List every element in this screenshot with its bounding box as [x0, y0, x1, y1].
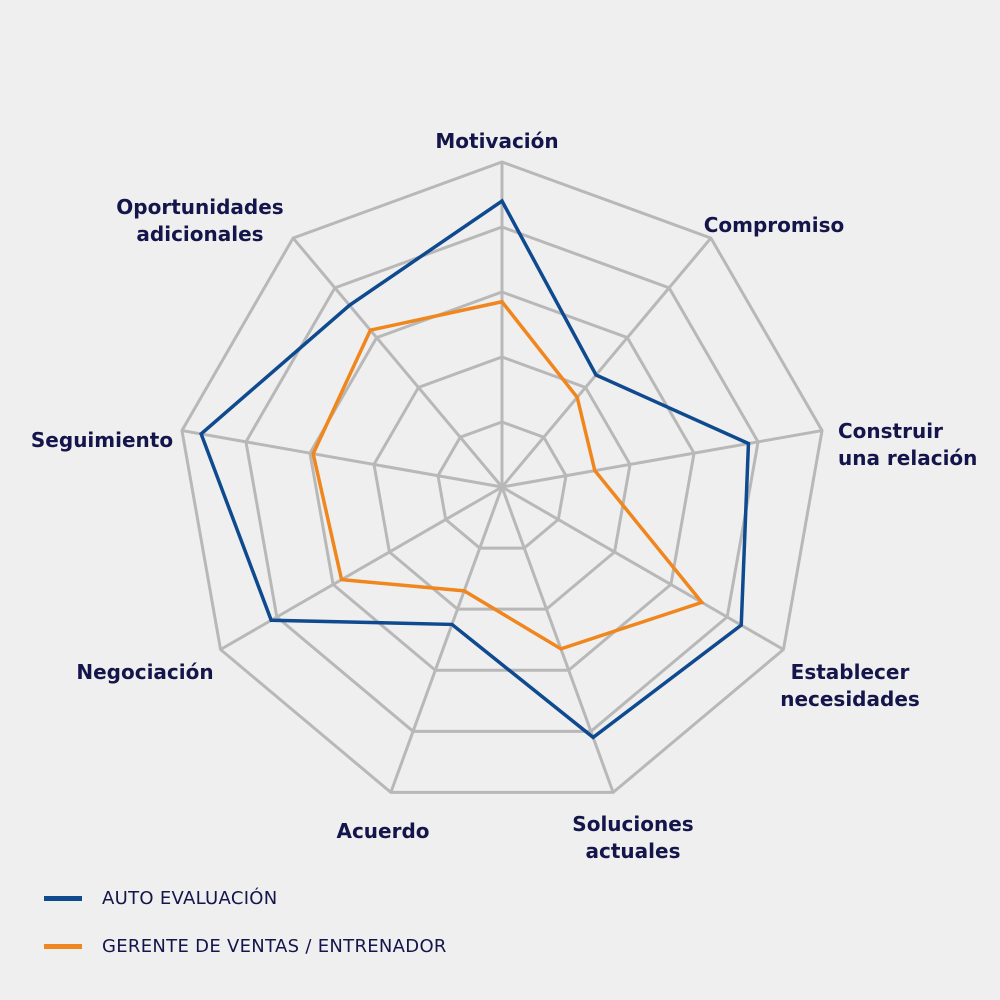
legend-swatch-gerente: [44, 943, 82, 949]
grid-ring-1: [436, 420, 568, 550]
grid-spoke-3: [501, 485, 785, 651]
grid-ring-2: [372, 355, 632, 611]
grid-ring-5: [180, 160, 824, 794]
axis-label-1: Compromiso: [704, 213, 845, 237]
grid-ring-3: [308, 290, 696, 672]
legend: AUTO EVALUACIÓN GERENTE DE VENTAS / ENTR…: [44, 884, 447, 980]
legend-label-gerente: GERENTE DE VENTAS / ENTRENADOR: [102, 935, 447, 957]
legend-label-auto-evaluacion: AUTO EVALUACIÓN: [102, 887, 278, 909]
grid-spoke-8: [291, 237, 504, 488]
radar-series: [199, 198, 751, 740]
grid-spoke-4: [500, 486, 615, 793]
axis-label-6: Negociación: [76, 660, 213, 684]
axis-label-2: Construir una relación: [838, 419, 977, 470]
grid-spoke-1: [500, 237, 713, 488]
axis-label-0: Motivación: [435, 129, 558, 153]
axis-label-5: Acuerdo: [336, 819, 429, 843]
axis-label-3: Establecer necesidades: [780, 660, 920, 711]
legend-item-gerente: GERENTE DE VENTAS / ENTRENADOR: [44, 932, 447, 960]
series-line-1: [311, 299, 705, 651]
axis-label-8: Oportunidades adicionales: [116, 195, 283, 246]
grid-spoke-2: [501, 429, 823, 489]
axis-label-4: Soluciones actuales: [572, 812, 693, 863]
legend-swatch-auto-evaluacion: [44, 895, 82, 901]
grid-spoke-6: [219, 485, 503, 651]
grid-ring-4: [244, 225, 760, 733]
radar-grid: [180, 160, 824, 794]
axis-labels: Motivación Compromiso Construir una relació…: [31, 129, 978, 863]
axis-label-7: Seguimiento: [31, 428, 173, 452]
grid-spoke-7: [181, 429, 503, 489]
grid-spoke-5: [389, 486, 504, 793]
legend-item-auto-evaluacion: AUTO EVALUACIÓN: [44, 884, 447, 912]
series-line-0: [199, 198, 751, 740]
